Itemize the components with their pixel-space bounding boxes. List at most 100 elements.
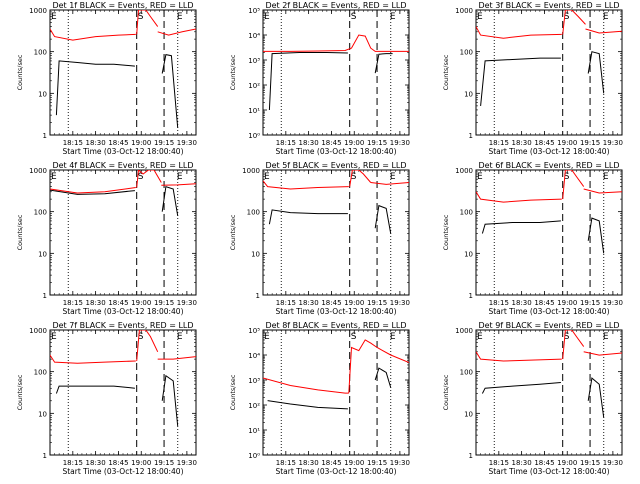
y-tick-label: 10⁴ — [248, 352, 260, 360]
x-tick-label: 18:30 — [299, 459, 319, 467]
x-tick-label: 19:00 — [344, 299, 364, 307]
lld-series-line — [50, 187, 136, 194]
y-tick-label: 10⁴ — [248, 32, 260, 40]
y-tick-label: 10¹ — [248, 427, 260, 435]
y-axis-label: Counts/sec — [16, 374, 24, 410]
x-tick-label: 19:30 — [603, 299, 623, 307]
y-tick-label: 10² — [248, 402, 260, 410]
x-tick-label: 18:30 — [512, 459, 532, 467]
y-axis-label: Counts/sec — [16, 214, 24, 250]
x-tick-label: 18:45 — [321, 459, 341, 467]
lld-series-line — [476, 26, 562, 39]
event-marker-label: S — [564, 332, 570, 342]
x-tick-label: 18:45 — [534, 139, 554, 147]
event-marker-label: E — [477, 332, 483, 342]
y-axis-label: Counts/sec — [229, 54, 237, 90]
y-tick-label: 100 — [34, 209, 47, 217]
lld-series-line — [263, 377, 349, 394]
y-tick-label: 10 — [38, 410, 47, 418]
event-marker-label: S — [138, 172, 144, 182]
lld-series-line — [349, 170, 372, 187]
lld-series-line — [136, 330, 159, 362]
x-tick-label: 19:30 — [390, 299, 410, 307]
events-series-line — [374, 53, 393, 74]
events-series-line — [374, 204, 392, 234]
y-tick-label: 1000 — [29, 327, 47, 335]
event-marker-label: E — [264, 172, 270, 182]
lld-series-line — [583, 351, 622, 356]
x-tick-label: 19:00 — [131, 459, 151, 467]
chart-title: Det 5f BLACK = Events, RED = LLD — [265, 161, 406, 170]
x-tick-label: 19:30 — [603, 459, 623, 467]
events-series-line — [587, 377, 605, 418]
x-axis-label: Start Time (03-Oct-12 18:00:40) — [488, 307, 609, 316]
y-tick-label: 1000 — [455, 7, 473, 15]
x-tick-label: 19:00 — [557, 139, 577, 147]
x-tick-label: 18:45 — [534, 459, 554, 467]
events-series-line — [481, 382, 561, 394]
event-marker-label: S — [564, 12, 570, 22]
y-tick-label: 100 — [34, 49, 47, 57]
x-tick-label: 19:00 — [131, 139, 151, 147]
x-tick-label: 19:15 — [580, 459, 600, 467]
x-tick-label: 18:15 — [63, 139, 83, 147]
events-series-line — [161, 374, 179, 426]
event-marker-label: E — [477, 12, 483, 22]
y-tick-label: 1000 — [455, 327, 473, 335]
events-series-line — [268, 52, 348, 111]
y-axis-label: Counts/sec — [229, 374, 237, 410]
lld-series-line — [370, 182, 409, 185]
event-marker-label: E — [477, 172, 483, 182]
chart-panel-7: Det 7f BLACK = Events, RED = LLD 1 10 100 10… — [16, 321, 197, 476]
y-tick-label: 100 — [460, 209, 473, 217]
x-tick-label: 18:45 — [321, 299, 341, 307]
y-tick-label: 10 — [464, 250, 473, 258]
chart-panel-5: Det 5f BLACK = Events, RED = LLD 1 10 100 10… — [229, 161, 410, 316]
y-axis-label: Counts/sec — [442, 374, 450, 410]
chart-title: Det 6f BLACK = Events, RED = LLD — [478, 161, 619, 170]
lld-series-line — [476, 351, 562, 362]
event-marker-label: E — [264, 12, 270, 22]
lld-series-line — [348, 339, 409, 394]
lld-series-line — [50, 354, 136, 364]
lld-series-line — [263, 34, 409, 52]
event-marker-label: S — [564, 172, 570, 182]
x-tick-label: 19:00 — [131, 299, 151, 307]
y-tick-label: 1 — [43, 292, 47, 300]
x-tick-label: 19:15 — [154, 459, 174, 467]
y-tick-label: 100 — [34, 369, 47, 377]
x-tick-label: 18:15 — [276, 139, 296, 147]
plot-frame — [475, 9, 623, 136]
x-tick-label: 19:15 — [154, 139, 174, 147]
chart-panel-4: Det 4f BLACK = Events, RED = LLD 1 10 100 10… — [16, 161, 197, 316]
y-tick-label: 1000 — [29, 7, 47, 15]
y-tick-label: 1 — [43, 132, 47, 140]
x-tick-label: 19:00 — [557, 459, 577, 467]
lld-series-line — [585, 28, 622, 34]
plot-frame — [262, 9, 410, 136]
x-axis-label: Start Time (03-Oct-12 18:00:40) — [488, 467, 609, 476]
event-marker-label: E — [51, 12, 57, 22]
event-marker-label: E — [603, 332, 609, 342]
lld-series-line — [476, 191, 562, 203]
event-marker-label: E — [51, 172, 57, 182]
x-tick-label: 18:45 — [534, 299, 554, 307]
event-marker-label: E — [603, 172, 609, 182]
lld-series-line — [562, 330, 585, 360]
x-tick-label: 18:30 — [512, 299, 532, 307]
x-axis-label: Start Time (03-Oct-12 18:00:40) — [62, 147, 183, 156]
event-marker-label: S — [351, 172, 357, 182]
y-tick-label: 10⁰ — [248, 132, 260, 140]
y-tick-label: 1 — [469, 452, 473, 460]
event-marker-label: S — [351, 332, 357, 342]
lld-series-line — [562, 170, 585, 200]
events-series-line — [55, 60, 135, 116]
x-tick-label: 19:15 — [580, 139, 600, 147]
chart-title: Det 7f BLACK = Events, RED = LLD — [52, 321, 193, 330]
x-tick-label: 18:30 — [299, 139, 319, 147]
event-marker-label: E — [51, 332, 57, 342]
events-series-line — [161, 54, 179, 128]
lld-series-line — [136, 10, 159, 35]
y-tick-label: 10² — [248, 82, 260, 90]
